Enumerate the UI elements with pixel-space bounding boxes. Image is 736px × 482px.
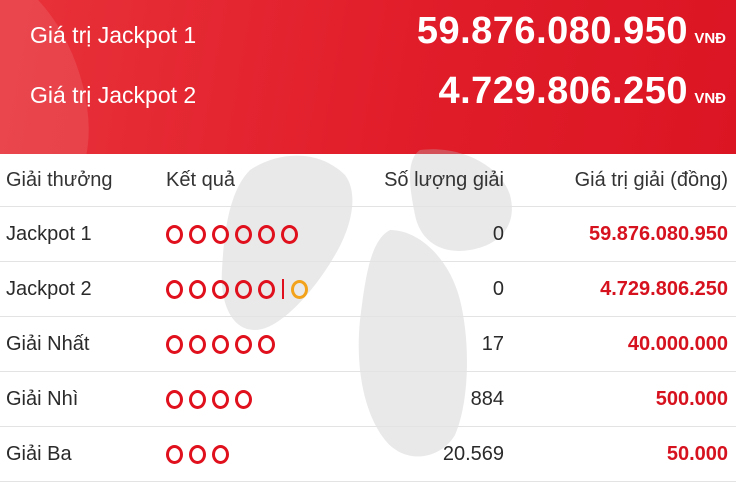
prize-count: 884	[470, 387, 504, 410]
jackpot-2-label: Giá trị Jackpot 2	[30, 82, 197, 108]
prize-value: 59.876.080.950	[588, 222, 728, 245]
ball-icon	[212, 389, 229, 409]
ball-icon	[189, 334, 206, 354]
ball-icon	[235, 279, 252, 299]
ball-group	[166, 224, 298, 244]
jackpot-1-row: Giá trị Jackpot 1 59.876.080.950 VNĐ	[0, 6, 736, 66]
ball-icon	[189, 224, 206, 244]
jackpot-2-unit: VNĐ	[694, 90, 726, 107]
prize-count: 17	[481, 332, 504, 355]
ball-icon	[258, 224, 275, 244]
table-row: Giải Nhất 17 40.000.000	[0, 317, 736, 372]
header-prize: Giải thưởng	[6, 168, 113, 191]
jackpot-header: Giá trị Jackpot 1 59.876.080.950 VNĐ Giá…	[0, 0, 736, 154]
prize-name: Jackpot 1	[6, 222, 92, 245]
ball-icon	[166, 389, 183, 409]
prize-value: 4.729.806.250	[600, 277, 728, 300]
jackpot-1-label: Giá trị Jackpot 1	[30, 22, 197, 48]
prize-table: Giải thưởng Kết quả Số lượng giải Giá tr…	[0, 154, 736, 482]
prize-value: 500.000	[655, 387, 728, 410]
ball-icon	[166, 444, 183, 464]
ball-icon	[212, 444, 229, 464]
ball-icon	[189, 279, 206, 299]
ball-group	[166, 389, 252, 409]
prize-count: 0	[492, 277, 504, 300]
ball-icon	[212, 334, 229, 354]
ball-icon	[166, 334, 183, 354]
header-result: Kết quả	[166, 168, 235, 191]
result-balls	[166, 372, 252, 426]
jackpot-2-value: 4.729.806.250	[438, 70, 688, 112]
ball-icon	[281, 224, 298, 244]
ball-icon	[189, 444, 206, 464]
table-header-row: Giải thưởng Kết quả Số lượng giải Giá tr…	[0, 154, 736, 207]
ball-icon	[166, 224, 183, 244]
jackpot-1-unit: VNĐ	[694, 30, 726, 47]
ball-group	[166, 279, 308, 299]
result-balls	[166, 262, 308, 316]
prize-count: 0	[492, 222, 504, 245]
result-balls	[166, 207, 298, 261]
ball-icon	[235, 224, 252, 244]
ball-icon	[258, 279, 275, 299]
prize-name: Giải Nhì	[6, 387, 79, 410]
table-row: Jackpot 1 0 59.876.080.950	[0, 207, 736, 262]
prize-name: Jackpot 2	[6, 277, 92, 300]
ball-icon	[212, 279, 229, 299]
prize-name: Giải Ba	[6, 442, 72, 465]
prize-value: 50.000	[666, 442, 728, 465]
bonus-ball-icon	[291, 279, 308, 299]
bonus-separator	[282, 279, 284, 299]
ball-icon	[189, 389, 206, 409]
ball-icon	[166, 279, 183, 299]
table-row: Giải Nhì 884 500.000	[0, 372, 736, 427]
table-row: Giải Ba 20.569 50.000	[0, 427, 736, 482]
ball-icon	[235, 334, 252, 354]
ball-group	[166, 444, 229, 464]
table-row: Jackpot 2 0 4.729.806.250	[0, 262, 736, 317]
ball-group	[166, 334, 275, 354]
jackpot-1-value: 59.876.080.950	[416, 10, 688, 52]
result-balls	[166, 427, 229, 481]
prize-value: 40.000.000	[627, 332, 728, 355]
prize-count: 20.569	[442, 442, 504, 465]
header-value: Giá trị giải (đồng)	[574, 168, 728, 191]
header-count: Số lượng giải	[384, 168, 504, 191]
jackpot-2-row: Giá trị Jackpot 2 4.729.806.250 VNĐ	[0, 66, 736, 126]
ball-icon	[258, 334, 275, 354]
ball-icon	[235, 389, 252, 409]
prize-name: Giải Nhất	[6, 332, 90, 355]
result-balls	[166, 317, 275, 371]
ball-icon	[212, 224, 229, 244]
